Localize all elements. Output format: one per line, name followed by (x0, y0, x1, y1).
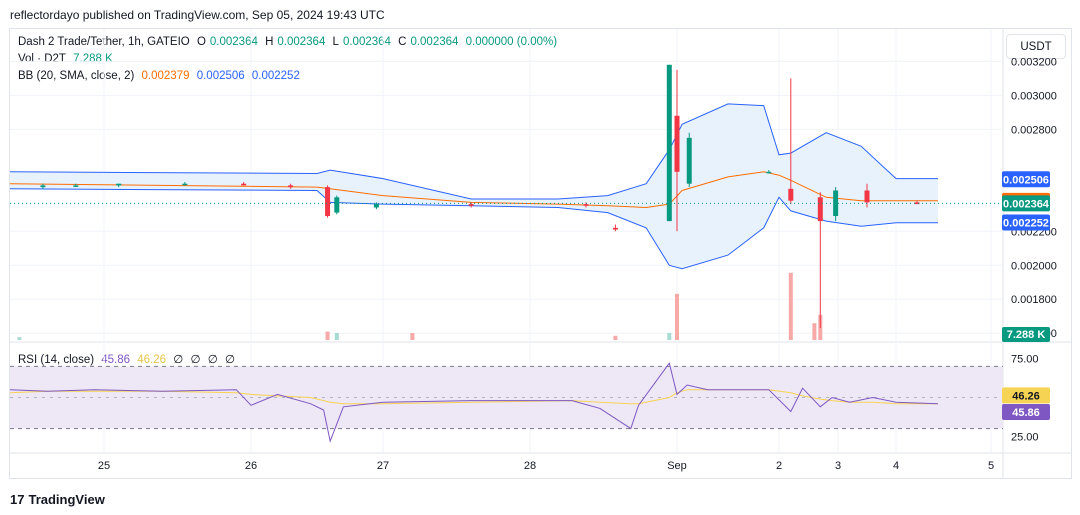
legend-high: H 0.002364 (265, 36, 325, 48)
footer-brand-label: TradingView (28, 492, 105, 507)
currency-selector[interactable]: USDT (1006, 34, 1066, 59)
published-caption: reflectordayo published on TradingView.c… (10, 8, 385, 22)
legend-bb-basis: 0.002379 (141, 70, 190, 82)
legend-rsi-value: 45.86 (101, 354, 131, 366)
legend-rsi-label: RSI (14, close) (18, 354, 95, 366)
legend-open-label: O (196, 36, 206, 48)
legend-bollinger: BB (20, SMA, close, 2) 0.002379 0.002506… (18, 70, 304, 82)
legend-low-value: 0.002364 (342, 36, 391, 48)
legend-open: O 0.002364 (197, 36, 258, 48)
legend-close-value: 0.002364 (410, 36, 459, 48)
tradingview-logo-icon: 17 (10, 492, 25, 507)
legend-change: 0.000000 (0.00%) (465, 36, 558, 48)
legend-main: Dash 2 Trade/Tether, 1h, GATEIO O 0.00236… (18, 36, 561, 48)
legend-rsi-ma: 46.26 (137, 354, 167, 366)
legend-close: C 0.002364 (398, 36, 458, 48)
legend-high-label: H (265, 36, 274, 48)
legend-volume: Vol · D2T 7.288 K (18, 53, 117, 65)
legend-open-value: 0.002364 (209, 36, 258, 48)
footer-brand: 17 TradingView (10, 492, 105, 507)
chart-frame (9, 28, 1072, 479)
legend-rsi-extra-3: ∅ (224, 354, 235, 366)
legend-volume-label: Vol · D2T (18, 53, 66, 65)
legend-low: L 0.002364 (333, 36, 391, 48)
legend-bb-upper: 0.002506 (196, 70, 245, 82)
legend-volume-value: 7.288 K (73, 53, 113, 65)
legend-bb-lower: 0.002252 (251, 70, 300, 82)
legend-low-label: L (332, 36, 339, 48)
legend-high-value: 0.002364 (277, 36, 326, 48)
legend-rsi-extra-1: ∅ (190, 354, 201, 366)
legend-bb-label: BB (20, SMA, close, 2) (18, 70, 135, 82)
legend-symbol: Dash 2 Trade/Tether, 1h, GATEIO (18, 36, 190, 48)
legend-rsi-extra-0: ∅ (173, 354, 184, 366)
legend-rsi: RSI (14, close) 45.86 46.26 ∅ ∅ ∅ ∅ (18, 352, 239, 366)
legend-rsi-extra-2: ∅ (207, 354, 218, 366)
legend-close-label: C (398, 36, 407, 48)
